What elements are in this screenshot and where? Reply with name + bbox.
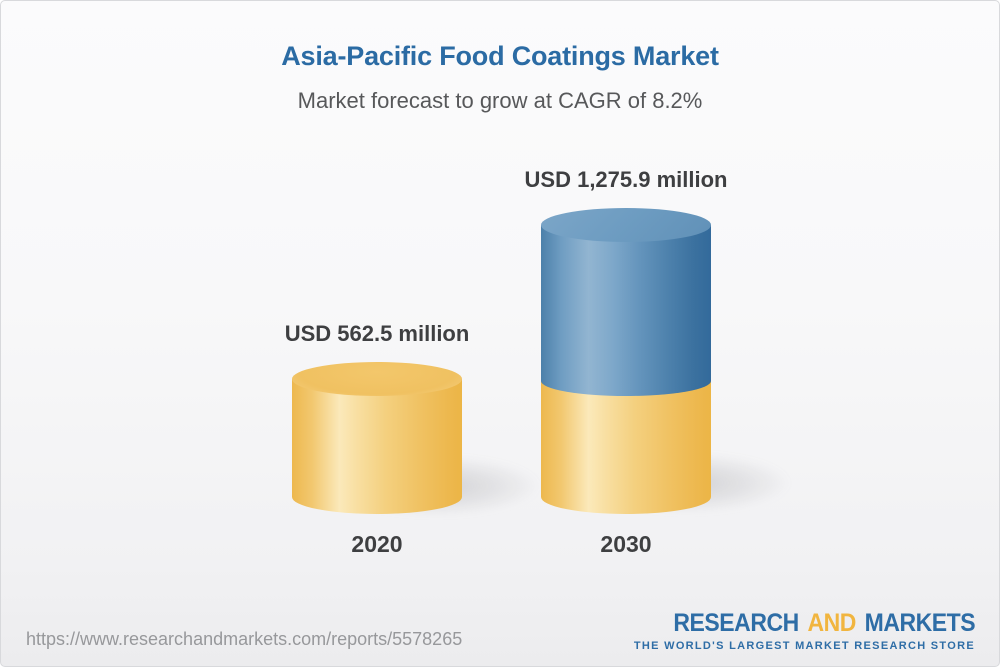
- year-label-2020: 2020: [351, 531, 403, 557]
- report-url-link[interactable]: https://www.researchandmarkets.com/repor…: [26, 629, 463, 649]
- logo-word-and: AND: [807, 609, 856, 637]
- logo-word-markets: MARKETS: [864, 609, 975, 637]
- value-label-2020: USD 562.5 million: [284, 321, 470, 346]
- logo-word-research: RESEARCH: [673, 609, 799, 637]
- logo-tagline: THE WORLD'S LARGEST MARKET RESEARCH STOR…: [633, 640, 975, 652]
- year-label-2030: 2030: [600, 531, 652, 557]
- bar-cylinder-2020: [292, 362, 462, 514]
- research-and-markets-logo: RESEARCH AND MARKETS THE WORLD'S LARGEST…: [633, 609, 976, 652]
- value-label-2030: USD 1,275.9 million: [524, 167, 728, 192]
- cylinder-top-face-yellow: [292, 362, 462, 396]
- page-title: Asia-Pacific Food Coatings Market: [281, 41, 719, 71]
- logo-wordmark: RESEARCH AND MARKETS: [661, 609, 975, 638]
- cylinder-segment-yellow: [541, 381, 711, 514]
- cylinder-top-face-blue: [541, 208, 711, 242]
- bar-cylinder-2030: [541, 208, 711, 514]
- page-subtitle: Market forecast to grow at CAGR of 8.2%: [297, 88, 703, 113]
- cylinder-body-yellow: [292, 379, 462, 514]
- cylinder-segment-blue: [541, 225, 711, 396]
